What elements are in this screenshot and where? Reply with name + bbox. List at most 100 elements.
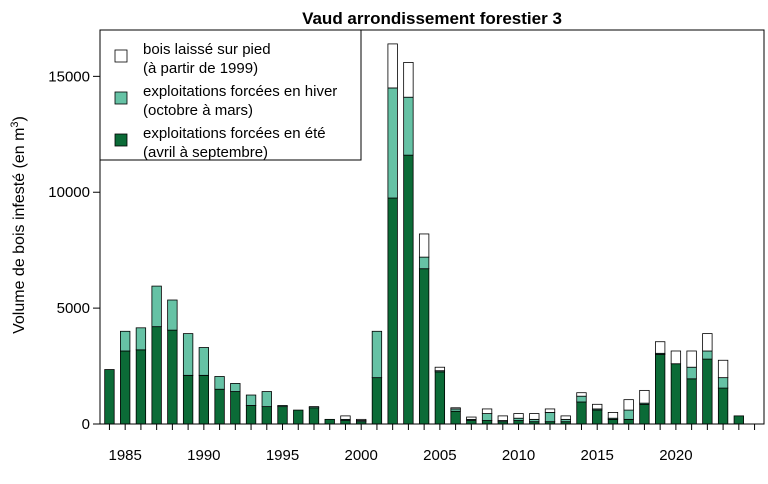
bar-2007-series-0 xyxy=(466,420,477,425)
y-axis-label-close: ) xyxy=(11,116,28,121)
legend-box xyxy=(99,29,362,161)
bar-1989-series-0 xyxy=(182,374,194,425)
bar-2007-series-2 xyxy=(466,416,477,420)
bar-2021-series-2 xyxy=(686,350,697,368)
bar-2021-series-1 xyxy=(686,366,697,380)
legend-swatch xyxy=(114,91,128,105)
bar-2008-series-0 xyxy=(481,420,493,425)
bar-2023-series-1 xyxy=(717,377,729,389)
bar-2008-series-1 xyxy=(481,413,493,421)
legend-sublabel: (octobre à mars) xyxy=(143,102,253,119)
bar-1995-series-1 xyxy=(277,405,288,408)
bar-1988-series-1 xyxy=(167,299,178,331)
y-tick-label: 10000 xyxy=(48,184,90,201)
bar-2020-series-0 xyxy=(670,363,682,425)
chart-title: Vaud arrondissement forestier 3 xyxy=(302,9,562,28)
bar-1991-series-1 xyxy=(214,376,225,390)
bar-2003-series-2 xyxy=(403,62,414,98)
y-axis: 0 5000 10000 15000 xyxy=(48,68,100,433)
bar-2019-series-0 xyxy=(655,354,666,425)
x-tick-label: 2015 xyxy=(581,447,614,464)
bar-1993-series-0 xyxy=(245,405,257,425)
y-axis-label-superscript: 3 xyxy=(9,121,21,127)
bar-1990-series-1 xyxy=(198,347,210,376)
bar-2002-series-2 xyxy=(387,43,398,89)
x-tick-label: 2000 xyxy=(345,447,378,464)
y-axis-label-main: Volume de bois infesté (en m xyxy=(11,128,28,334)
bar-2016-series-0 xyxy=(607,418,619,425)
bar-2010-series-2 xyxy=(513,413,524,419)
bar-1987-series-1 xyxy=(151,285,162,328)
bar-1986-series-0 xyxy=(135,349,147,425)
legend-sublabel: (à partir de 1999) xyxy=(143,60,258,77)
bar-2018-series-0 xyxy=(639,403,650,425)
bar-2004-series-0 xyxy=(418,268,430,425)
x-tick-label: 1985 xyxy=(108,447,141,464)
bar-2000-series-2 xyxy=(356,418,367,421)
bar-2003-series-0 xyxy=(403,154,414,425)
bar-2002-series-1 xyxy=(387,87,398,199)
bars-group xyxy=(104,43,744,425)
bar-1991-series-0 xyxy=(214,388,225,425)
x-tick-label: 2020 xyxy=(659,447,692,464)
y-tick-label: 5000 xyxy=(57,300,90,317)
y-axis-label: Volume de bois infesté (en m3) xyxy=(9,116,28,334)
legend-sublabel: (avril à septembre) xyxy=(143,144,268,161)
bar-2022-series-1 xyxy=(702,350,713,360)
bar-2022-series-0 xyxy=(702,358,713,425)
x-tick-label: 1990 xyxy=(187,447,220,464)
bar-2023-series-0 xyxy=(717,387,729,425)
plot-frame xyxy=(99,29,765,425)
bar-2006-series-2 xyxy=(450,407,461,410)
bar-2013-series-2 xyxy=(560,415,571,420)
bar-2014-series-0 xyxy=(576,401,587,425)
bar-1985-series-1 xyxy=(120,330,131,352)
legend-label: exploitations forcées en été xyxy=(143,125,326,142)
y-tick-label: 15000 xyxy=(48,68,90,85)
bar-2001-series-1 xyxy=(371,330,383,379)
bar-1998-series-0 xyxy=(324,418,335,425)
legend-swatch xyxy=(114,49,128,63)
bar-1992-series-0 xyxy=(230,391,241,425)
bar-2010-series-0 xyxy=(513,420,524,425)
bar-2001-series-0 xyxy=(371,377,383,425)
bar-2006-series-0 xyxy=(450,410,461,425)
bar-1990-series-0 xyxy=(198,374,210,425)
bar-1986-series-1 xyxy=(135,327,147,351)
bar-2002-series-0 xyxy=(387,197,398,425)
bar-1996-series-0 xyxy=(293,409,304,425)
bar-2019-series-2 xyxy=(655,341,666,354)
bar-1997-series-1 xyxy=(308,406,320,409)
bar-1992-series-1 xyxy=(230,383,241,392)
legend-swatch xyxy=(114,133,128,147)
legend: bois laissé sur pied (à partir de 1999) ex… xyxy=(99,29,362,161)
bar-2020-series-2 xyxy=(670,350,682,365)
bar-1999-series-0 xyxy=(340,420,351,425)
bar-2018-series-2 xyxy=(639,389,650,404)
bar-1994-series-1 xyxy=(261,391,272,408)
bar-2014-series-1 xyxy=(576,395,587,403)
bar-1995-series-0 xyxy=(277,406,288,425)
bar-2012-series-1 xyxy=(544,412,556,423)
bar-1999-series-2 xyxy=(340,415,351,420)
bar-2021-series-0 xyxy=(686,378,697,425)
legend-label: exploitations forcées en hiver xyxy=(143,83,337,100)
x-tick-label: 2005 xyxy=(423,447,456,464)
bar-2009-series-2 xyxy=(497,415,508,421)
bar-2017-series-2 xyxy=(623,399,634,411)
bar-2024-series-0 xyxy=(733,415,744,425)
bar-2017-series-1 xyxy=(623,409,634,420)
bar-2003-series-1 xyxy=(403,96,414,156)
y-tick-label: 0 xyxy=(82,416,90,433)
bar-2014-series-2 xyxy=(576,392,587,397)
bar-2023-series-2 xyxy=(717,359,729,379)
bar-2012-series-2 xyxy=(544,408,556,413)
x-axis: 1985 1990 1995 2000 2005 2010 2015 2020 xyxy=(108,424,756,464)
bar-1997-series-0 xyxy=(308,407,320,425)
bar-2016-series-2 xyxy=(607,412,619,419)
bar-2015-series-2 xyxy=(592,403,603,410)
bar-2015-series-0 xyxy=(592,409,603,425)
bar-1984-series-0 xyxy=(104,369,115,425)
bar-2005-series-0 xyxy=(434,371,446,425)
